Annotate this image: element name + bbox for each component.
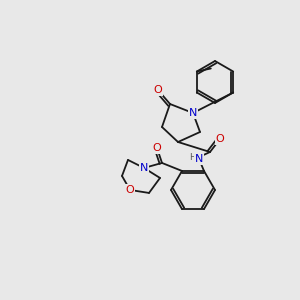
Text: O: O [126, 185, 134, 195]
Text: N: N [140, 163, 148, 173]
Text: O: O [216, 134, 224, 144]
Text: O: O [154, 85, 162, 95]
Text: H: H [189, 154, 195, 163]
Text: N: N [195, 154, 203, 164]
Text: O: O [153, 143, 161, 153]
Text: N: N [189, 108, 197, 118]
